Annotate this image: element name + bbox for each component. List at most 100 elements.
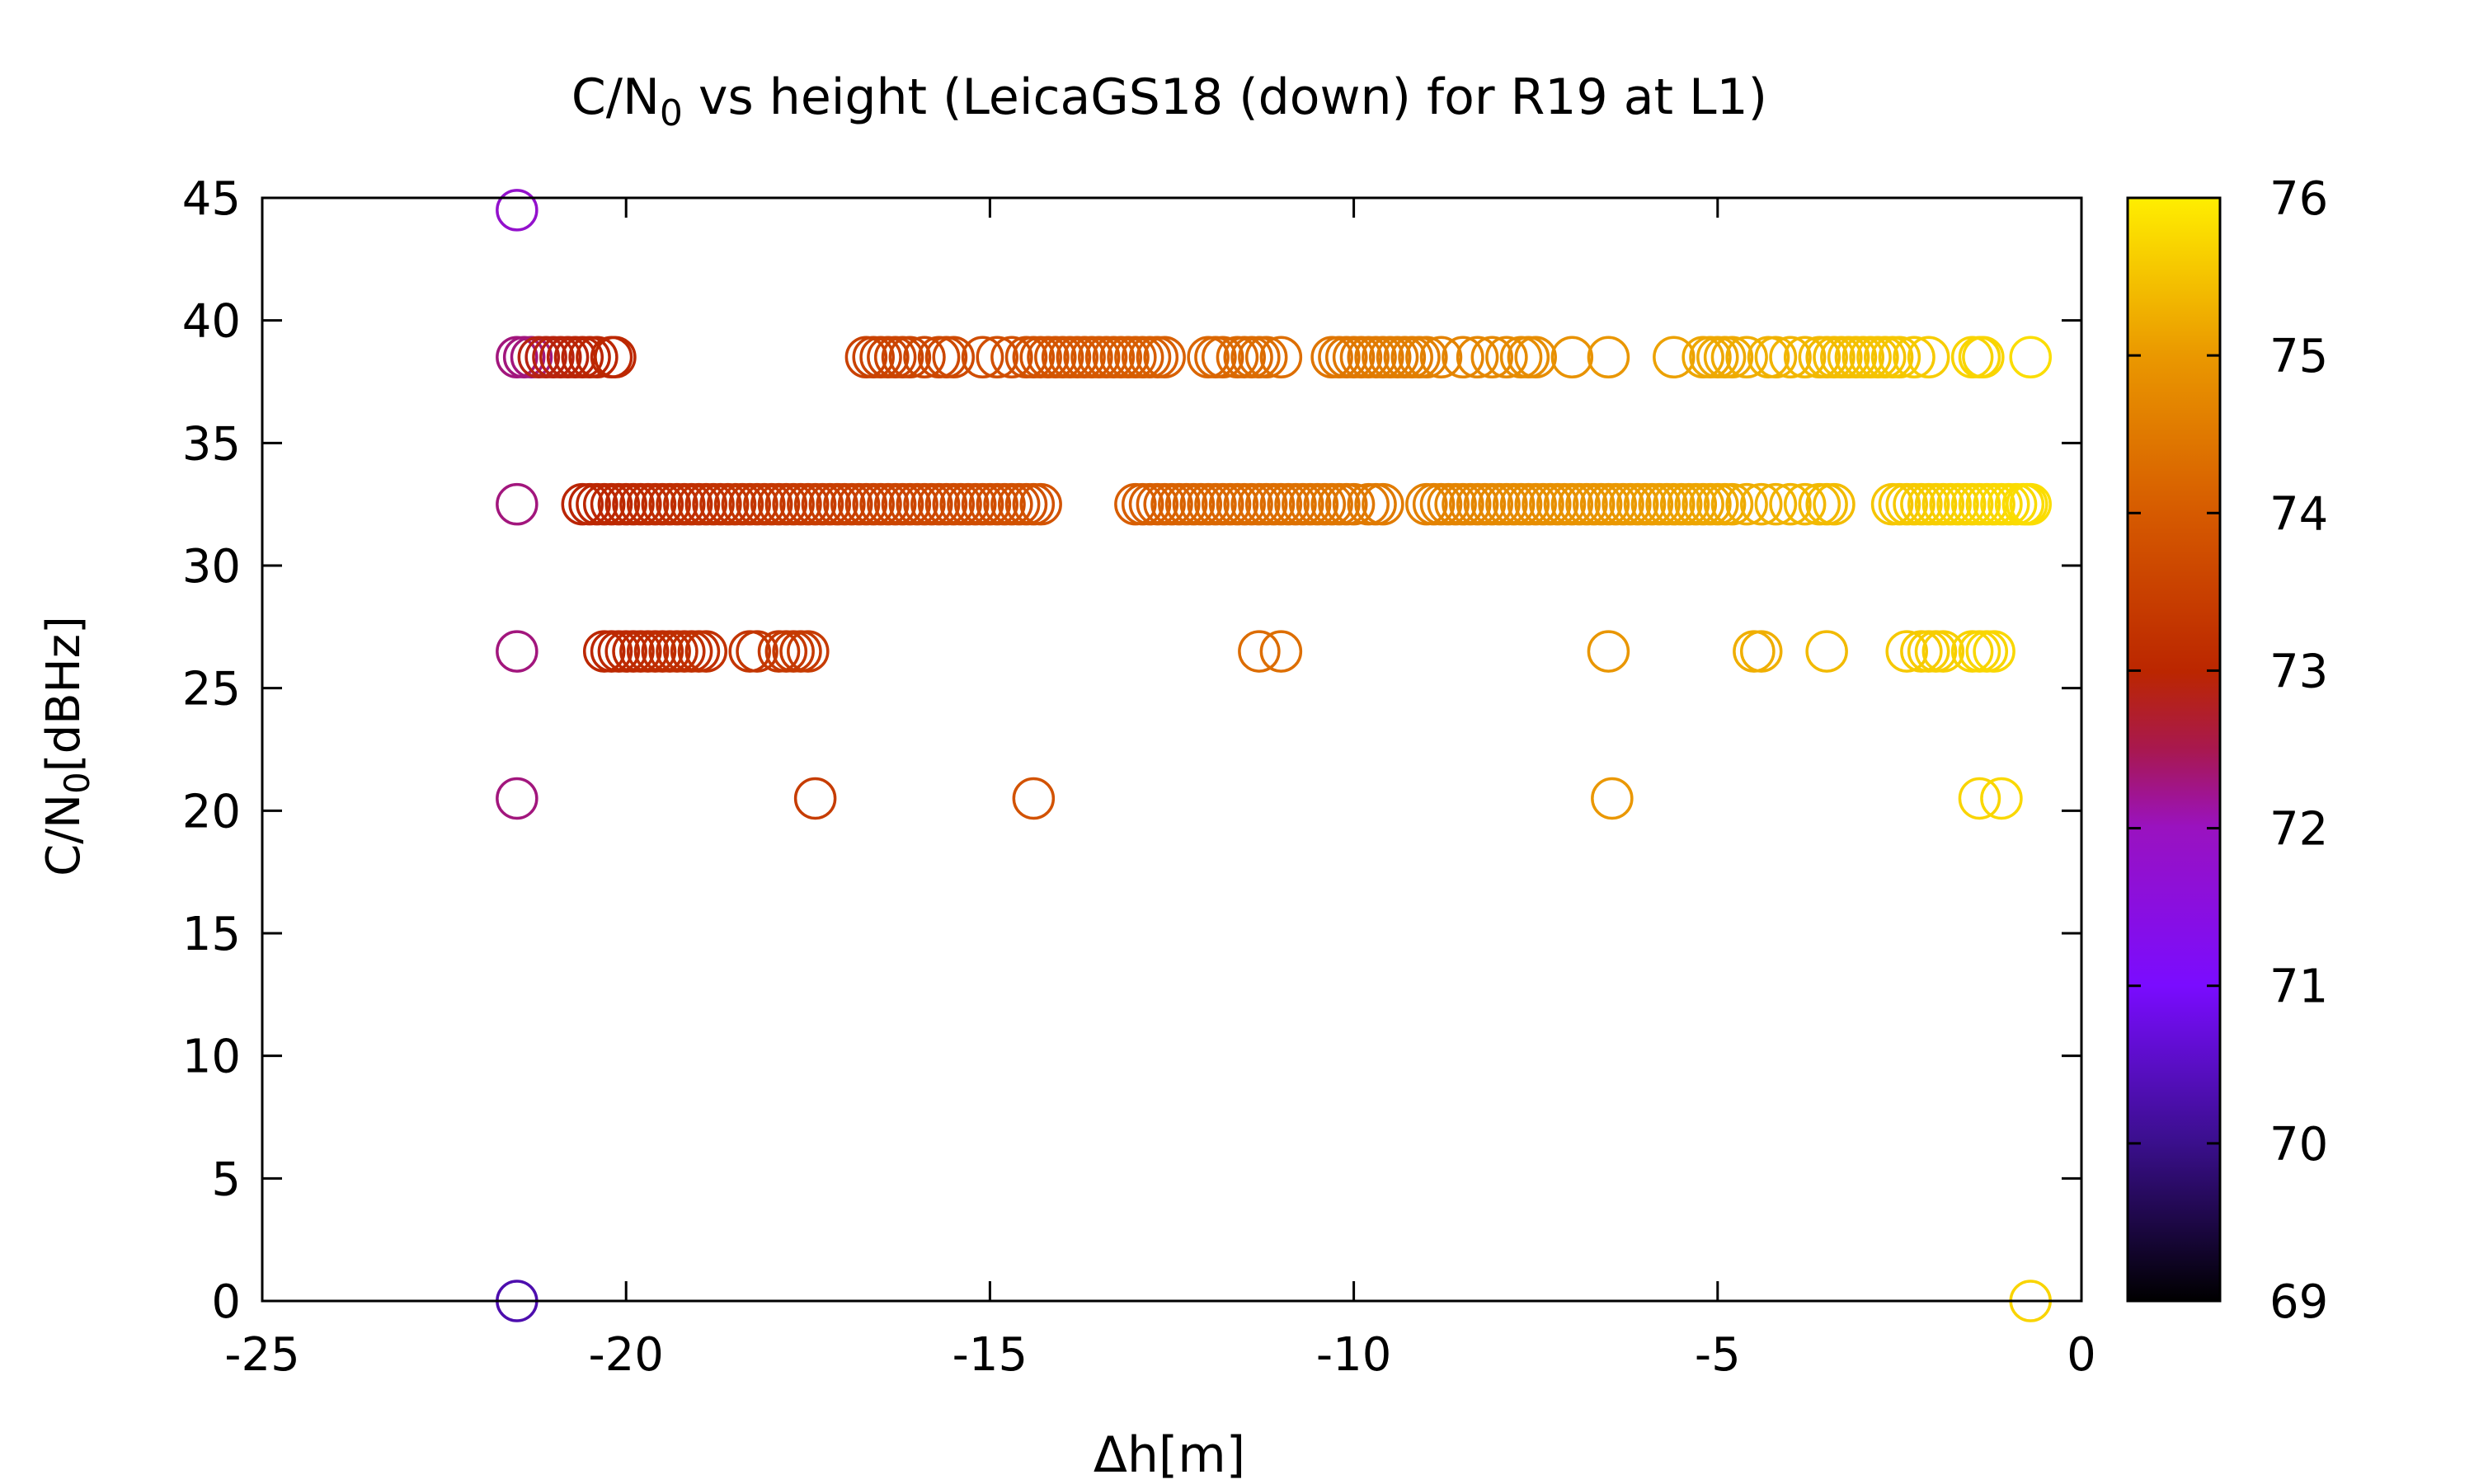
data-point bbox=[1980, 777, 2023, 820]
chart-title: C/N0 vs height (LeicaGS18 (down) for R19… bbox=[571, 68, 1767, 134]
colorbar bbox=[2126, 196, 2222, 1303]
data-point bbox=[1962, 336, 2005, 379]
data-point bbox=[736, 630, 778, 673]
data-point bbox=[1878, 336, 1921, 379]
y-axis-label-unit: [dBHz] bbox=[37, 616, 91, 772]
data-point bbox=[793, 777, 837, 820]
data-point bbox=[787, 630, 830, 673]
data-point bbox=[903, 336, 946, 379]
data-point bbox=[1550, 336, 1594, 379]
data-point bbox=[1012, 777, 1056, 820]
data-point bbox=[576, 336, 618, 379]
data-point bbox=[888, 336, 932, 379]
colorbar-tick-label: 75 bbox=[2269, 330, 2328, 383]
chart-title-rest: vs height (LeicaGS18 (down) for R19 at L… bbox=[683, 68, 1767, 126]
data-point bbox=[2009, 482, 2052, 526]
data-point bbox=[1739, 630, 1783, 673]
data-point bbox=[932, 336, 976, 379]
chart-title-subscript: 0 bbox=[660, 92, 683, 134]
y-tick-label: 20 bbox=[182, 785, 241, 838]
colorbar-tick-label: 74 bbox=[2269, 487, 2328, 541]
data-point bbox=[1143, 336, 1186, 379]
data-point bbox=[1653, 336, 1696, 379]
colorbar-tick-label: 73 bbox=[2269, 645, 2328, 698]
data-point bbox=[1514, 336, 1557, 379]
x-tick-label: 0 bbox=[2067, 1328, 2096, 1382]
data-point bbox=[1419, 336, 1463, 379]
data-point bbox=[1893, 336, 1935, 379]
data-point bbox=[1710, 336, 1754, 379]
chart-title-text: C/N bbox=[571, 68, 660, 126]
data-point bbox=[1587, 336, 1630, 379]
data-point bbox=[496, 630, 539, 673]
data-point bbox=[1019, 482, 1062, 526]
colorbar-tick-label: 69 bbox=[2269, 1275, 2328, 1329]
y-axis-label-subscript: 0 bbox=[57, 772, 97, 794]
data-point bbox=[1332, 482, 1376, 526]
colorbar-tick-label: 70 bbox=[2269, 1118, 2328, 1172]
data-point bbox=[1783, 336, 1827, 379]
y-tick-label: 15 bbox=[182, 908, 241, 961]
x-tick-label: -15 bbox=[952, 1328, 1028, 1382]
data-point bbox=[1805, 630, 1848, 673]
data-point bbox=[594, 336, 637, 379]
data-point bbox=[1921, 630, 1965, 673]
colorbar-tick-label: 71 bbox=[2269, 960, 2328, 1014]
y-axis-label: C/N0[dBHz] bbox=[37, 616, 97, 876]
data-point bbox=[496, 482, 539, 526]
data-point bbox=[976, 336, 1018, 379]
data-points bbox=[496, 189, 2052, 1322]
data-point bbox=[1470, 336, 1514, 379]
data-point bbox=[1973, 630, 2015, 673]
data-point bbox=[1362, 482, 1404, 526]
data-point bbox=[1710, 482, 1754, 526]
data-point bbox=[1813, 482, 1856, 526]
data-point bbox=[1885, 630, 1928, 673]
y-tick-label: 10 bbox=[182, 1031, 241, 1084]
data-point bbox=[1442, 336, 1484, 379]
data-point bbox=[961, 336, 1004, 379]
y-tick-label: 45 bbox=[182, 172, 241, 226]
data-point bbox=[1907, 336, 1950, 379]
data-point bbox=[1739, 482, 1783, 526]
data-point bbox=[1485, 336, 1528, 379]
data-point bbox=[1754, 482, 1798, 526]
y-tick-label: 5 bbox=[211, 1153, 241, 1206]
data-point bbox=[1769, 482, 1812, 526]
y-tick-label: 30 bbox=[182, 540, 241, 594]
data-point bbox=[990, 336, 1033, 379]
data-point bbox=[1754, 336, 1798, 379]
y-axis-label-text: C/N bbox=[37, 794, 91, 876]
data-point bbox=[1725, 336, 1768, 379]
data-point bbox=[2009, 336, 2052, 379]
colorbar-tick-label: 76 bbox=[2269, 172, 2328, 226]
data-point bbox=[1259, 630, 1303, 673]
x-tick-label: -20 bbox=[588, 1328, 663, 1382]
y-tick-label: 0 bbox=[211, 1275, 241, 1329]
y-tick-label: 40 bbox=[182, 295, 241, 349]
plot-frame bbox=[261, 196, 2083, 1303]
data-point bbox=[1958, 777, 2001, 820]
data-point bbox=[1591, 777, 1634, 820]
x-tick-label: -5 bbox=[1695, 1328, 1741, 1382]
y-tick-label: 35 bbox=[182, 417, 241, 471]
data-point bbox=[496, 777, 539, 820]
data-point bbox=[1587, 630, 1630, 673]
data-point bbox=[1725, 482, 1768, 526]
x-axis-label: Δh[m] bbox=[1094, 1426, 1245, 1484]
colorbar-tick-label: 72 bbox=[2269, 803, 2328, 857]
data-point bbox=[684, 630, 728, 673]
x-tick-label: -25 bbox=[224, 1328, 299, 1382]
data-point bbox=[1456, 336, 1499, 379]
data-point bbox=[1769, 336, 1812, 379]
data-point bbox=[1238, 630, 1281, 673]
axis-ticks: -25 -20 -15 -10 -5 0 0 5 10 15 20 25 30 35 40 45 bbox=[182, 172, 2096, 1382]
y-tick-label: 25 bbox=[182, 663, 241, 716]
data-point bbox=[1244, 336, 1288, 379]
data-point bbox=[1405, 336, 1448, 379]
data-point bbox=[1259, 336, 1303, 379]
data-point bbox=[496, 189, 539, 232]
x-tick-label: -10 bbox=[1316, 1328, 1391, 1382]
data-point bbox=[1202, 336, 1244, 379]
